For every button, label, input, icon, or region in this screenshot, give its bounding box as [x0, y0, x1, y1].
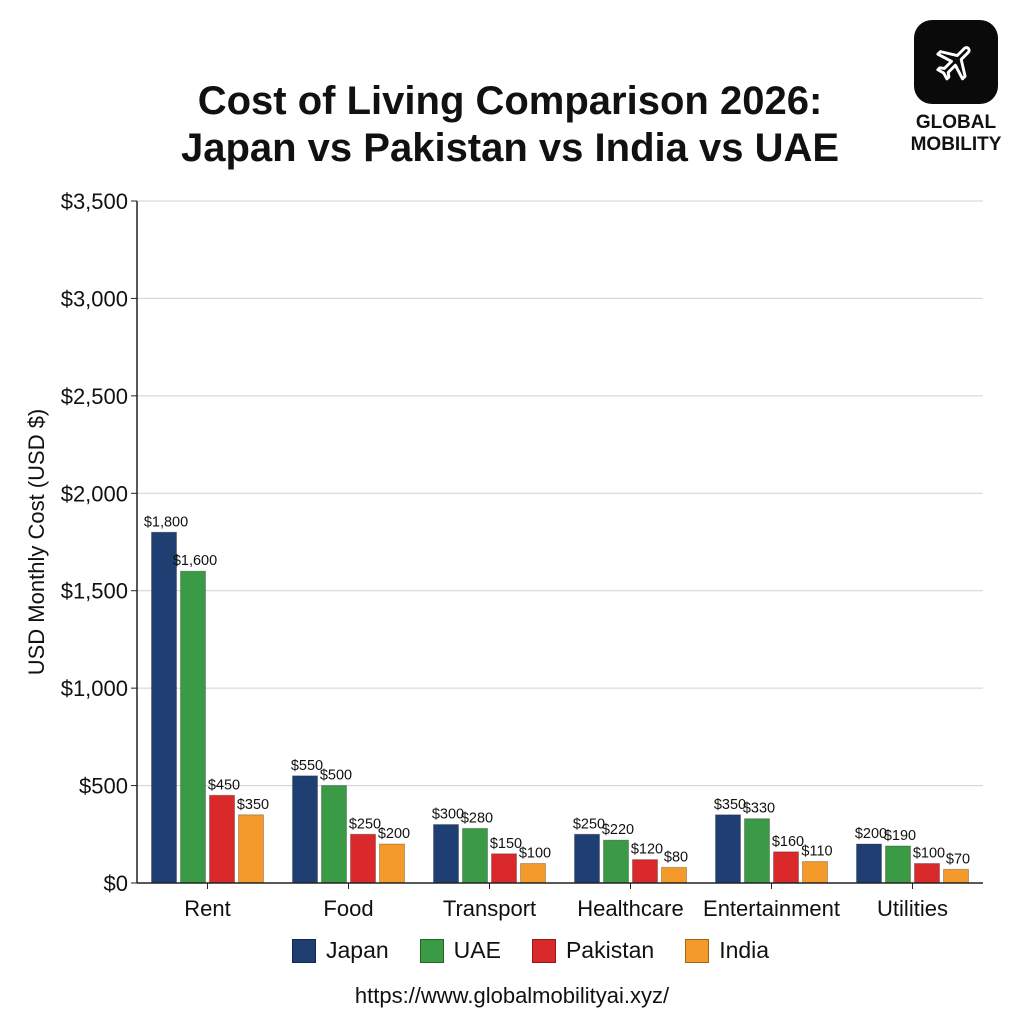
bar-india-utilities	[943, 868, 969, 884]
bar-india-transport	[520, 863, 546, 884]
chart-title: Cost of Living Comparison 2026: Japan vs…	[120, 78, 900, 172]
legend-item-pakistan: Pakistan	[531, 937, 655, 964]
bar-pakistan-food	[350, 833, 376, 884]
legend-item-japan: Japan	[292, 937, 389, 964]
source-url[interactable]: https://www.globalmobilityai.xyz/	[354, 983, 670, 1008]
bar-india-entertainment	[802, 861, 828, 884]
bar-uae-rent	[180, 570, 206, 884]
y-tick-label: $1,500	[61, 579, 128, 604]
legend-swatch	[419, 938, 444, 963]
y-tick-label: $3,500	[61, 189, 128, 214]
bar-pakistan-transport	[491, 853, 517, 884]
bar-japan-rent	[151, 531, 177, 884]
y-tick-label: $2,500	[61, 384, 128, 409]
legend-label: UAE	[453, 937, 501, 963]
bar-uae-transport	[462, 827, 488, 884]
data-label: $250	[573, 816, 605, 832]
bar-japan-transport	[433, 824, 459, 884]
x-tick-label: Rent	[184, 896, 230, 921]
data-label: $160	[772, 834, 804, 850]
data-label: $120	[631, 842, 663, 858]
x-tick-label: Utilities	[877, 896, 948, 921]
data-label: $1,600	[173, 553, 217, 569]
brand-name-line-1: GLOBAL	[915, 112, 997, 133]
data-label: $220	[602, 822, 634, 838]
bar-pakistan-entertainment	[773, 851, 799, 884]
y-tick-label: $0	[104, 871, 128, 896]
data-label: $200	[855, 826, 887, 842]
bar-japan-healthcare	[574, 833, 600, 884]
legend-item-uae: UAE	[419, 937, 501, 964]
data-label: $500	[320, 768, 352, 784]
data-label: $200	[378, 826, 410, 842]
data-label: $450	[208, 777, 240, 793]
data-label: $190	[884, 828, 916, 844]
chart-title-line-1: Cost of Living Comparison 2026:	[197, 79, 823, 123]
bar-uae-food	[321, 785, 347, 884]
data-label: $300	[432, 807, 464, 823]
x-tick-label: Healthcare	[577, 896, 683, 921]
bar-pakistan-rent	[209, 794, 235, 884]
bar-japan-entertainment	[715, 814, 741, 884]
legend-swatch	[685, 938, 710, 963]
data-label: $110	[801, 844, 832, 860]
bar-india-food	[379, 843, 405, 884]
x-tick-label: Entertainment	[703, 896, 840, 921]
bar-pakistan-healthcare	[632, 859, 658, 884]
legend-label: India	[719, 937, 770, 963]
y-tick-label: $3,000	[61, 286, 128, 311]
data-label: $350	[237, 797, 269, 813]
y-axis-label: USD Monthly Cost (USD $)	[24, 409, 49, 676]
bar-japan-utilities	[856, 843, 882, 884]
brand-name-line-2: MOBILITY	[910, 134, 1002, 155]
legend-item-india: India	[685, 937, 769, 964]
data-label: $100	[519, 846, 551, 862]
data-label: $350	[714, 797, 746, 813]
data-label: $80	[664, 849, 688, 865]
chart-legend: Japan UAE Pakistan India	[292, 937, 769, 964]
bar-uae-utilities	[885, 845, 911, 884]
legend-swatch	[531, 938, 556, 963]
bar-japan-food	[292, 775, 318, 884]
y-tick-label: $500	[79, 774, 128, 799]
data-label: $250	[349, 816, 381, 832]
bar-uae-healthcare	[603, 839, 629, 884]
legend-label: Japan	[326, 937, 389, 963]
data-label: $550	[291, 758, 323, 774]
bar-india-rent	[238, 814, 264, 884]
data-label: $100	[913, 846, 945, 862]
bar-pakistan-utilities	[914, 863, 940, 884]
chart-title-line-2: Japan vs Pakistan vs India vs UAE	[180, 126, 840, 170]
bar-uae-entertainment	[744, 818, 770, 884]
x-tick-label: Food	[323, 896, 373, 921]
data-label: $280	[461, 810, 493, 826]
x-tick-label: Transport	[443, 896, 536, 921]
brand-logo: GLOBAL MOBILITY	[900, 20, 1012, 156]
brand-name: GLOBAL MOBILITY	[900, 112, 1012, 156]
bar-india-healthcare	[661, 866, 687, 884]
legend-label: Pakistan	[565, 937, 655, 963]
airplane-icon	[914, 20, 998, 104]
legend-swatch	[292, 938, 316, 963]
data-label: $150	[490, 836, 522, 852]
data-label: $330	[743, 801, 775, 817]
data-label: $70	[946, 851, 970, 867]
y-tick-label: $1,000	[61, 676, 128, 701]
y-tick-label: $2,000	[61, 481, 128, 506]
data-label: $1,800	[144, 514, 188, 530]
